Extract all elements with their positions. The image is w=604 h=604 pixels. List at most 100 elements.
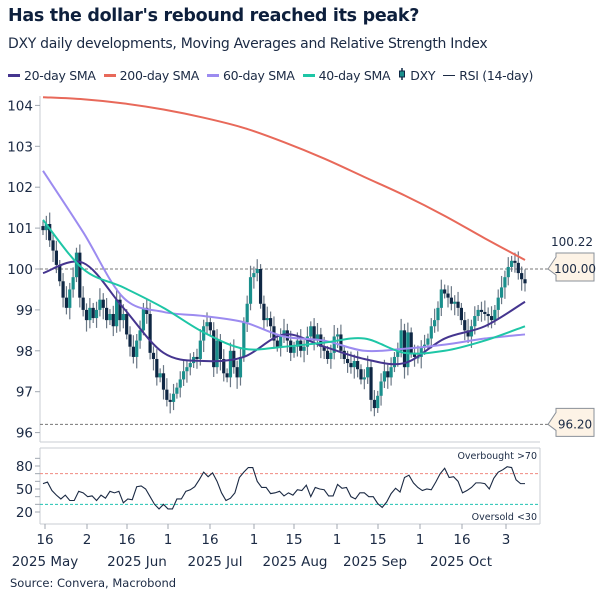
x-tick-label: 15 bbox=[285, 532, 302, 548]
dxy-candle bbox=[429, 326, 433, 339]
dxy-candle bbox=[158, 373, 162, 378]
dxy-candle bbox=[459, 307, 464, 321]
dxy-candle bbox=[178, 379, 182, 388]
chart-subtitle: DXY daily developments, Moving Averages … bbox=[8, 36, 488, 52]
dxy-candle bbox=[151, 352, 156, 359]
dxy-candle bbox=[332, 336, 336, 353]
legend-item: 200-day SMA bbox=[103, 68, 199, 83]
dxy-candle bbox=[161, 373, 166, 390]
40-day-sma-line bbox=[42, 219, 526, 355]
chart-title: Has the dollar's rebound reached its pea… bbox=[8, 6, 420, 26]
x-month-label: 2025 May bbox=[12, 554, 79, 570]
dxy-candle bbox=[165, 389, 169, 400]
dxy-candle bbox=[302, 346, 306, 351]
legend-swatch bbox=[398, 68, 406, 83]
dxy-candle bbox=[148, 313, 152, 353]
dxy-candle bbox=[141, 307, 146, 331]
legend-item: 60-day SMA bbox=[206, 68, 295, 83]
dxy-candle bbox=[64, 297, 69, 308]
legend-label: 20-day SMA bbox=[24, 68, 96, 83]
dxy-candle bbox=[104, 307, 109, 321]
legend-swatch bbox=[302, 74, 315, 77]
dxy-candle bbox=[422, 344, 427, 347]
dxy-candle bbox=[98, 299, 102, 310]
x-tick-label: 16 bbox=[36, 532, 53, 548]
dxy-candle bbox=[443, 289, 447, 294]
legend-label: RSI (14-day) bbox=[459, 68, 534, 83]
legend-label: 40-day SMA bbox=[318, 68, 391, 83]
y-tick-label: 104 bbox=[7, 98, 33, 114]
legend-swatch bbox=[206, 74, 219, 77]
legend-swatch bbox=[8, 74, 20, 77]
x-tick-label: 15 bbox=[369, 532, 386, 548]
dxy-candle bbox=[245, 303, 249, 323]
dxy-candle bbox=[476, 309, 480, 317]
dxy-candle bbox=[115, 299, 119, 327]
x-month-label: 2025 Jun bbox=[107, 554, 167, 570]
dxy-candle bbox=[329, 352, 333, 359]
dxy-candle bbox=[218, 340, 223, 359]
dxy-candle bbox=[275, 340, 279, 347]
dxy-candle bbox=[416, 356, 420, 359]
dxy-candle bbox=[335, 334, 340, 337]
legend: 20-day SMA 200-day SMA 60-day SMA 40-day SM… bbox=[8, 68, 533, 83]
dxy-candle bbox=[205, 322, 209, 327]
dxy-candle bbox=[352, 361, 356, 368]
dxy-candle bbox=[58, 264, 62, 282]
legend-swatch bbox=[443, 74, 456, 77]
dxy-candle bbox=[225, 373, 229, 378]
y-tick-label: 101 bbox=[7, 221, 33, 237]
dxy-candle bbox=[426, 338, 430, 345]
dxy-candle bbox=[171, 393, 176, 402]
dxy-candle bbox=[198, 340, 202, 359]
dxy-candle bbox=[155, 358, 159, 378]
y-tick-label: 100 bbox=[7, 262, 33, 278]
dxy-candle bbox=[185, 367, 189, 372]
y-tick-label: 103 bbox=[7, 139, 33, 155]
x-tick-label: 1 bbox=[416, 532, 425, 548]
dxy-candle bbox=[309, 326, 313, 337]
dxy-candle bbox=[44, 224, 48, 231]
dxy-candle bbox=[406, 332, 410, 368]
dxy-candle bbox=[366, 367, 370, 378]
x-month-label: 2025 Oct bbox=[430, 554, 492, 570]
dxy-candle bbox=[473, 316, 477, 327]
dxy-candle bbox=[372, 399, 376, 409]
dxy-candle bbox=[78, 252, 82, 298]
dxy-candle bbox=[118, 299, 122, 321]
legend-item: 40-day SMA bbox=[302, 68, 391, 83]
dxy-candle bbox=[376, 395, 380, 409]
dxy-candle bbox=[128, 334, 132, 347]
dxy-candle bbox=[68, 289, 72, 308]
legend-label: 60-day SMA bbox=[222, 68, 295, 83]
dxy-candle bbox=[503, 277, 507, 288]
dxy-candle bbox=[433, 320, 437, 327]
dxy-candle bbox=[479, 309, 484, 312]
dxy-candle bbox=[222, 358, 226, 374]
reference-label: 100.00 bbox=[554, 262, 596, 276]
x-tick-label: 16 bbox=[201, 532, 218, 548]
legend-label: DXY bbox=[410, 68, 436, 83]
dxy-candle bbox=[493, 309, 497, 321]
dxy-candle bbox=[48, 224, 52, 241]
x-tick-label: 16 bbox=[118, 532, 135, 548]
rsi-tick-label: 20 bbox=[16, 505, 33, 521]
dxy-candle bbox=[235, 367, 239, 378]
source-note: Source: Convera, Macrobond bbox=[10, 576, 177, 590]
dxy-candle bbox=[51, 240, 55, 251]
dxy-candle bbox=[269, 318, 273, 327]
dxy-candle bbox=[145, 307, 149, 314]
x-tick-label: 1 bbox=[333, 532, 342, 548]
dxy-candle bbox=[322, 346, 326, 351]
dxy-candle bbox=[499, 287, 504, 298]
dxy-candle bbox=[195, 356, 199, 359]
dxy-candle bbox=[168, 399, 172, 402]
dxy-candle bbox=[111, 313, 115, 327]
dxy-candle bbox=[181, 371, 186, 380]
dxy-candle bbox=[449, 297, 453, 304]
legend-swatch bbox=[103, 74, 116, 77]
dxy-candle bbox=[506, 266, 510, 278]
dxy-candle bbox=[325, 350, 330, 359]
60-day-sma-line bbox=[42, 170, 526, 353]
dxy-candle bbox=[369, 367, 373, 400]
